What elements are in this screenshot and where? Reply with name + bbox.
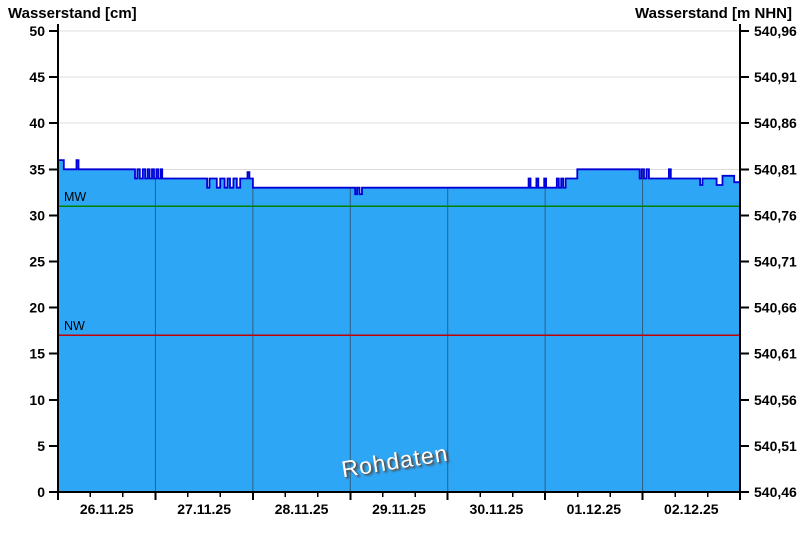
left-tick-label: 0 bbox=[37, 484, 45, 500]
left-tick-label: 40 bbox=[29, 115, 45, 131]
left-tick-label: 15 bbox=[29, 346, 45, 362]
right-tick-label: 540,96 bbox=[754, 23, 797, 39]
right-tick-label: 540,76 bbox=[754, 207, 797, 223]
date-label: 02.12.25 bbox=[664, 501, 719, 517]
right-tick-label: 540,61 bbox=[754, 346, 797, 362]
left-tick-label: 5 bbox=[37, 438, 45, 454]
water-level-line bbox=[58, 159, 740, 196]
date-label: 29.11.25 bbox=[372, 501, 426, 517]
left-tick-label: 20 bbox=[29, 300, 45, 316]
nw-reference-label: NW bbox=[64, 319, 85, 334]
right-tick-label: 540,86 bbox=[754, 115, 797, 131]
left-tick-label: 45 bbox=[29, 69, 45, 85]
right-tick-label: 540,81 bbox=[754, 161, 797, 177]
right-tick-label: 540,56 bbox=[754, 392, 797, 408]
date-label: 28.11.25 bbox=[275, 501, 329, 517]
date-label: 30.11.25 bbox=[470, 501, 524, 517]
mw-reference-label: MW bbox=[64, 190, 87, 205]
left-axis-title: Wasserstand [cm] bbox=[8, 5, 137, 22]
right-tick-label: 540,71 bbox=[754, 254, 797, 270]
left-tick-label: 10 bbox=[29, 392, 45, 408]
right-tick-label: 540,66 bbox=[754, 300, 797, 316]
left-tick-label: 30 bbox=[29, 207, 45, 223]
date-label: 01.12.25 bbox=[567, 501, 622, 517]
left-tick-label: 25 bbox=[29, 254, 45, 270]
water-level-area bbox=[58, 160, 740, 492]
right-tick-label: 540,51 bbox=[754, 438, 797, 454]
right-tick-label: 540,46 bbox=[754, 484, 797, 500]
date-label: 27.11.25 bbox=[177, 501, 231, 517]
right-axis-title: Wasserstand [m NHN] bbox=[635, 5, 792, 22]
date-label: 26.11.25 bbox=[80, 501, 134, 517]
right-tick-label: 540,91 bbox=[754, 69, 797, 85]
left-tick-label: 50 bbox=[29, 23, 45, 39]
left-tick-label: 35 bbox=[29, 161, 45, 177]
